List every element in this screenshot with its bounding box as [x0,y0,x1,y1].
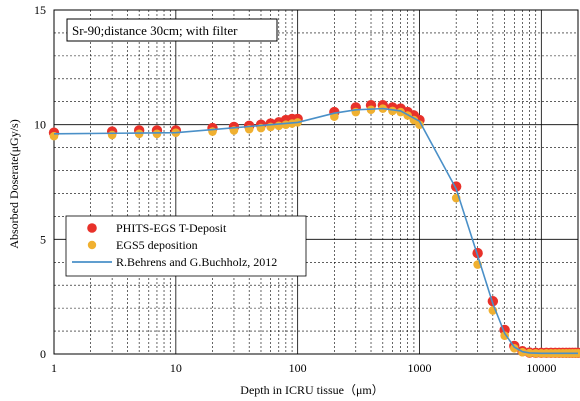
legend-label: R.Behrens and G.Buchholz, 2012 [116,255,277,269]
x-axis-tick-labels: 1 10 100 1000 10000 [51,361,556,375]
series-line [53,107,578,355]
legend-label: PHITS-EGS T-Deposit [116,221,227,235]
legend-marker [87,223,97,233]
data-point [134,129,144,139]
y-axis-title: Absorbed Doserate(μGy/s) [7,119,21,248]
data-point [152,129,162,139]
major-gridlines [53,9,578,355]
legend-box [65,215,307,277]
legend-label: EGS5 deposition [116,238,198,252]
x-tick-label: 10000 [526,361,556,375]
x-tick-label: 100 [289,361,307,375]
data-point [509,343,519,353]
y-tick-label: 5 [40,232,46,246]
legend-marker [87,240,97,250]
annotation-box: Sr-90;distance 30cm; with filter [66,18,278,42]
y-axis-tick-labels: 0 5 10 15 [34,3,46,361]
x-axis-title: Depth in ICRU tissue（μm） [240,383,383,397]
legend: PHITS-EGS T-Deposit EGS5 deposition R.Behr… [65,215,307,277]
minor-gridlines [54,10,579,354]
data-point [500,331,509,340]
x-tick-label: 10 [170,361,182,375]
annotation-text: Sr-90;distance 30cm; with filter [72,23,238,38]
data-point [107,130,117,140]
x-tick-label: 1000 [407,361,431,375]
y-tick-label: 10 [34,118,46,132]
data-point [388,106,397,116]
x-tick-label: 1 [51,361,57,375]
data-point [208,127,217,136]
y-tick-label: 0 [40,347,46,361]
plot-area-frame [53,9,579,355]
series-layer [48,99,580,359]
y-tick-label: 15 [34,3,46,17]
